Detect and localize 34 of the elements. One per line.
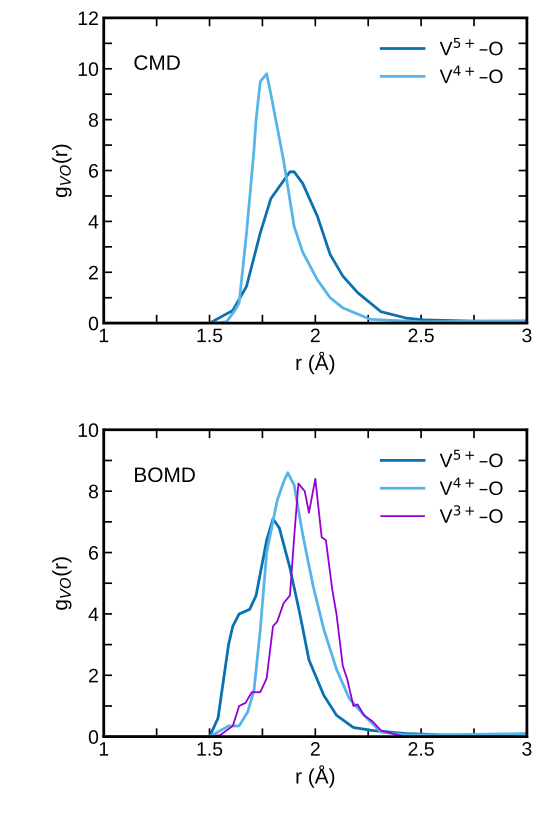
x-tick-label: 2.5 xyxy=(408,328,434,342)
x-tick-label: 2 xyxy=(310,742,320,756)
x-tick-label: 3 xyxy=(522,742,532,756)
y-tick-label: 6 xyxy=(89,164,98,178)
y-axis-title: g$_{VO}$(r) xyxy=(52,144,72,198)
y-tick-label: 4 xyxy=(88,215,98,228)
y-tick-label: 0 xyxy=(88,730,98,744)
x-axis-title: r (Å) xyxy=(296,765,334,788)
legend-label: V$^{5+}$–O xyxy=(440,450,503,468)
legend-label: V$^{4+}$–O xyxy=(440,478,503,496)
annotation: BOMD xyxy=(135,467,195,482)
x-tick-label: 1 xyxy=(100,742,108,756)
y-tick-label: 6 xyxy=(89,546,98,560)
x-tick-label: 1 xyxy=(100,328,108,342)
legend-label: V$^{4+}$–O xyxy=(440,66,503,84)
annotation: CMD xyxy=(134,55,180,70)
legend-label: V$^{3+}$–O xyxy=(440,505,503,523)
x-axis-title: r (Å) xyxy=(296,352,334,374)
x-tick-label: 2.5 xyxy=(408,742,434,756)
y-tick-label: 2 xyxy=(89,266,98,280)
y-tick-label: 10 xyxy=(78,423,98,438)
x-tick-label: 3 xyxy=(522,328,532,342)
x-tick-label: 1.5 xyxy=(197,742,222,756)
y-tick-label: 4 xyxy=(88,608,98,621)
y-tick-label: 10 xyxy=(78,62,98,76)
y-tick-label: 8 xyxy=(88,484,98,498)
y-tick-label: 2 xyxy=(89,668,98,682)
y-tick-label: 12 xyxy=(78,11,98,25)
y-tick-label: 0 xyxy=(88,316,98,330)
x-tick-label: 2 xyxy=(310,328,320,342)
legend-label: V$^{5+}$–O xyxy=(440,38,503,56)
y-tick-label: 8 xyxy=(88,113,98,127)
y-axis-title: g$_{VO}$(r) xyxy=(52,557,72,610)
x-tick-label: 1.5 xyxy=(197,328,222,342)
